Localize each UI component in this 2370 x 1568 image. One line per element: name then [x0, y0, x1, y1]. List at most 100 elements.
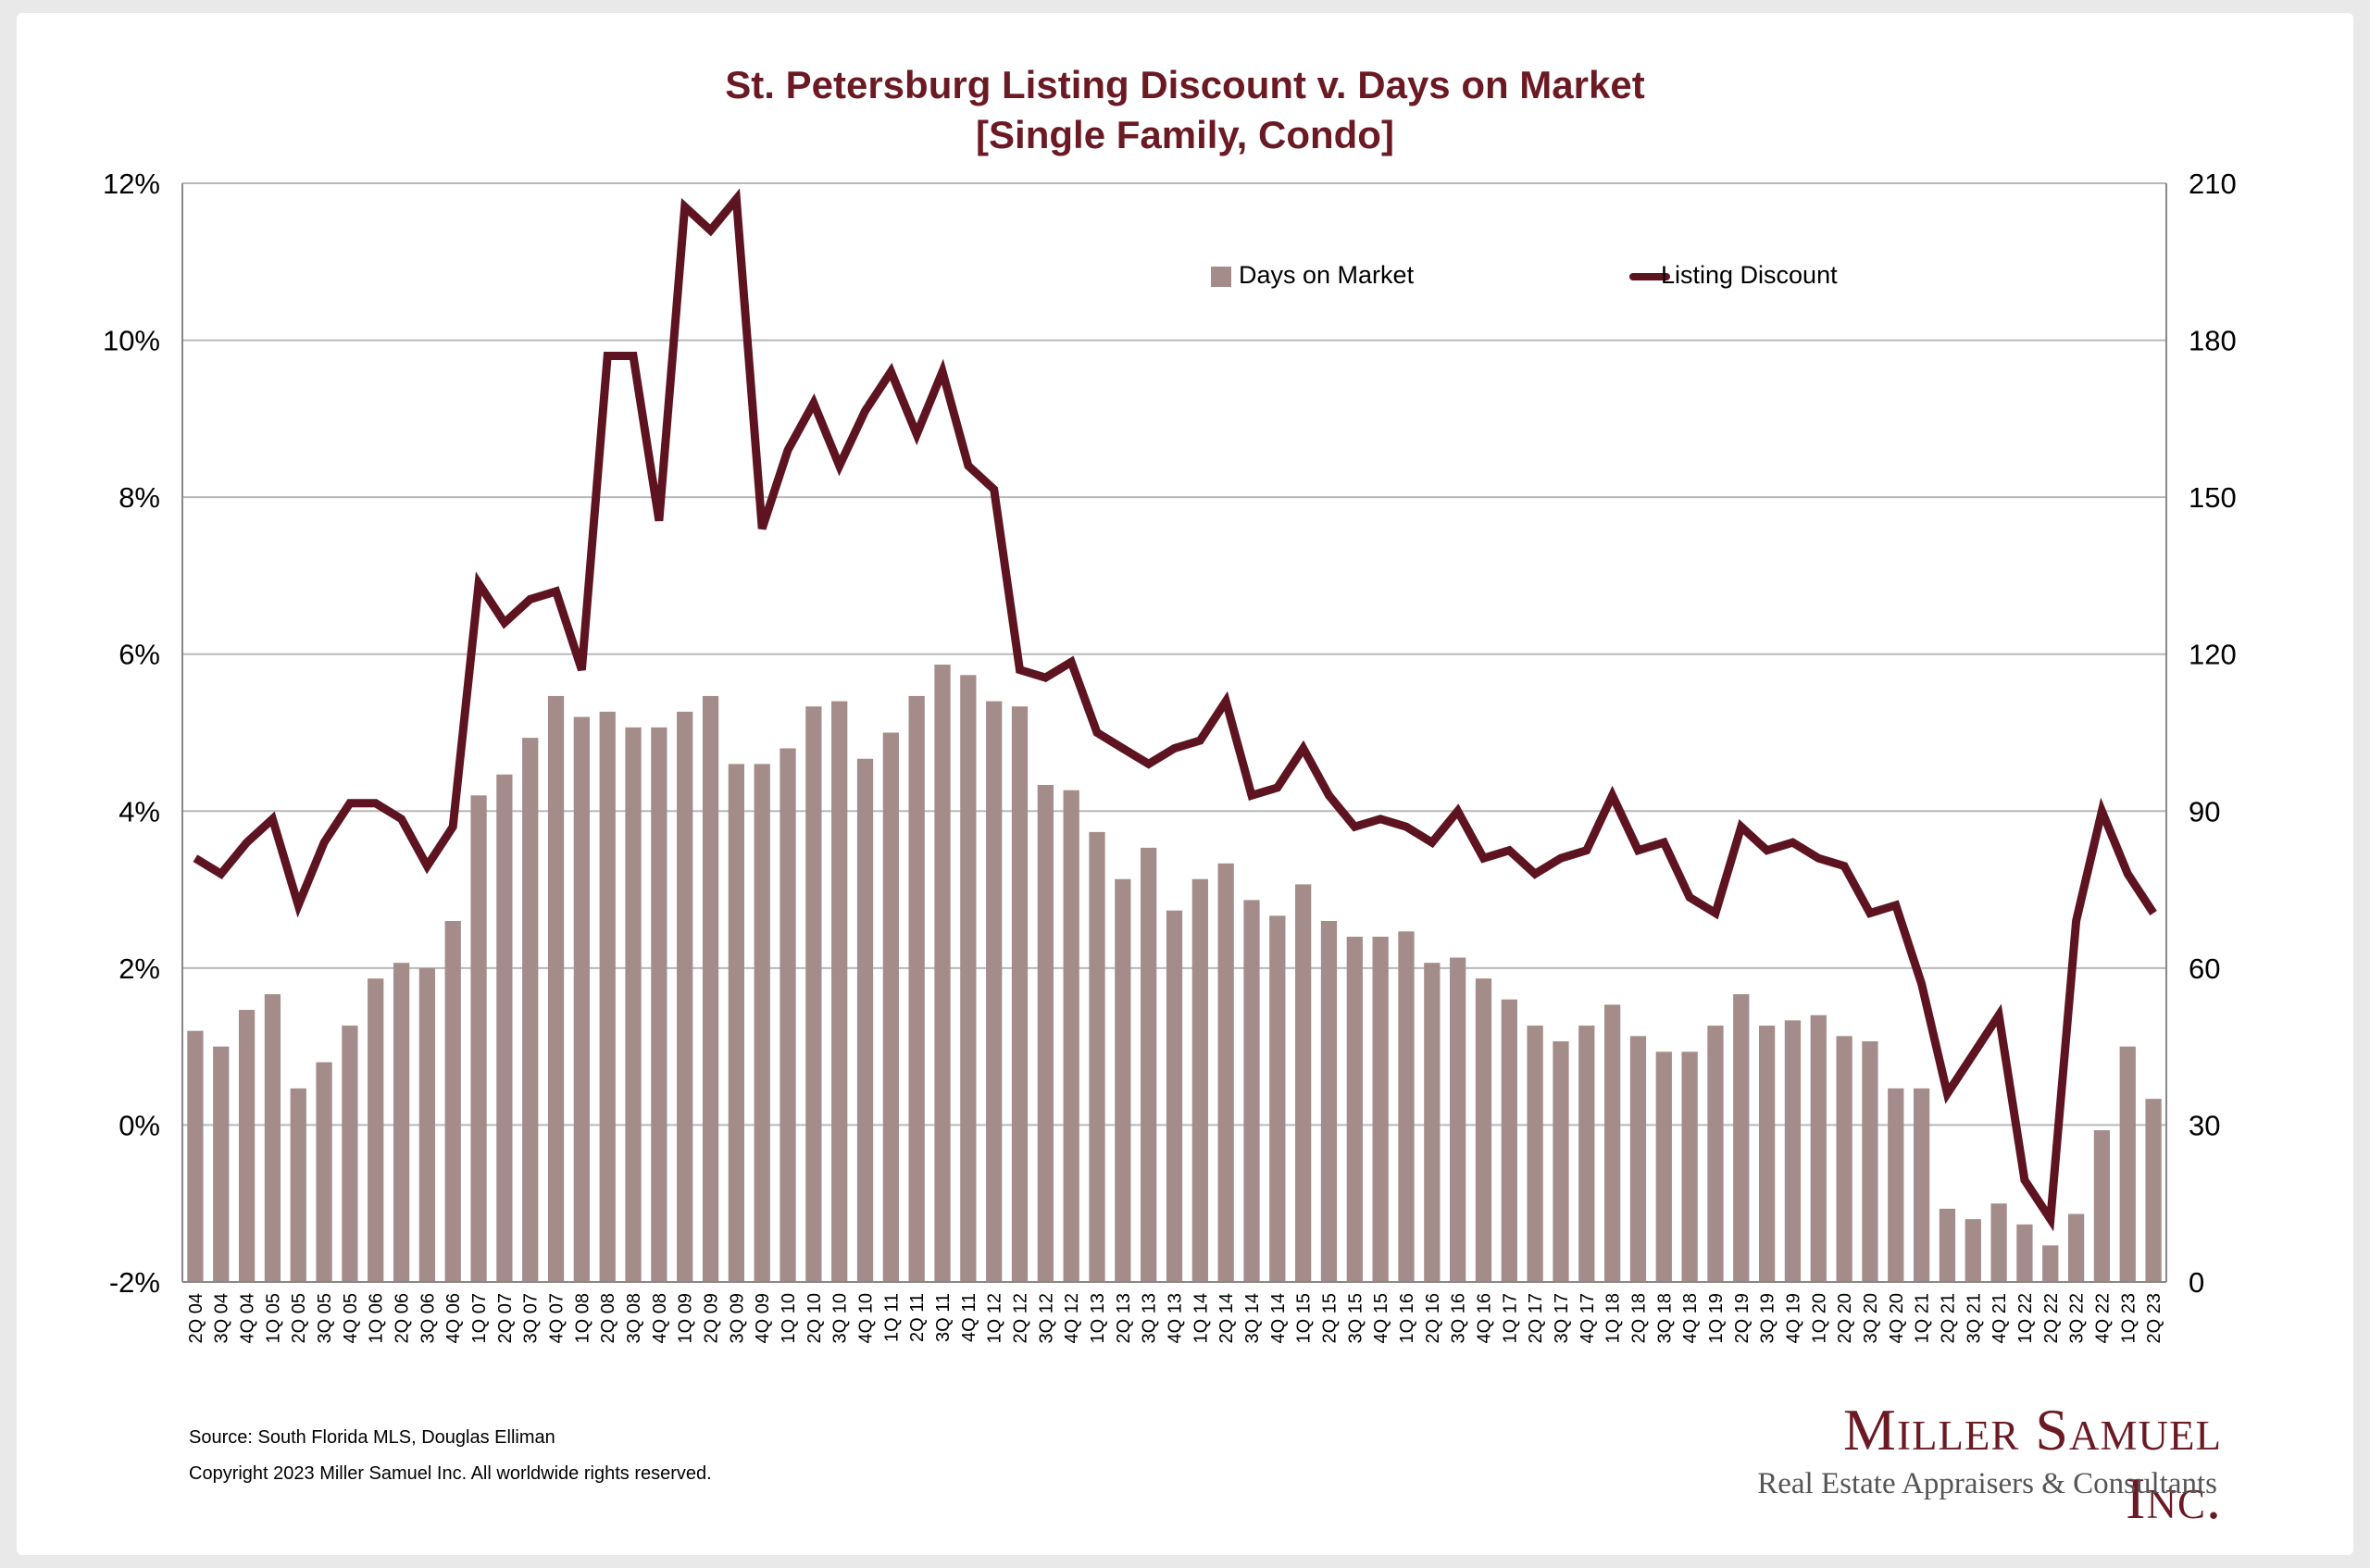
x-tick-label: 3Q 17 [1552, 1293, 1572, 1343]
bar [1115, 878, 1131, 1282]
bar [728, 764, 744, 1282]
x-tick-label: 3Q 20 [1861, 1293, 1881, 1343]
x-tick-label: 2Q 14 [1216, 1293, 1237, 1343]
x-tick-label: 3Q 07 [521, 1293, 542, 1343]
bar [547, 695, 565, 1282]
bar [1191, 878, 1208, 1282]
x-tick-label: 3Q 15 [1345, 1293, 1366, 1343]
bar [1681, 1052, 1698, 1282]
bar [1501, 999, 1517, 1282]
x-tick-label: 1Q 08 [572, 1293, 592, 1343]
x-tick-label: 4Q 10 [856, 1293, 877, 1343]
bar [625, 727, 642, 1282]
x-tick-label: 2Q 09 [702, 1293, 722, 1343]
brand-tagline: Real Estate Appraisers & Consultants [1757, 1467, 2217, 1500]
bar [2042, 1245, 2059, 1282]
left-axis-ticks: -2% 0% 2% 4% 6% 8% 10% 12% [103, 168, 160, 1299]
x-tick-label: 1Q 18 [1603, 1293, 1624, 1343]
bar [856, 758, 874, 1282]
x-tick-label: 3Q 06 [418, 1293, 438, 1343]
bar [1965, 1219, 1981, 1282]
bar [702, 695, 719, 1282]
right-tick-label: 150 [2189, 481, 2237, 514]
bar [1475, 978, 1492, 1282]
bar [522, 738, 539, 1282]
x-tick-label: 1Q 14 [1191, 1293, 1211, 1343]
x-tick-label: 4Q 14 [1268, 1293, 1289, 1343]
x-tick-label: 2Q 22 [2041, 1293, 2062, 1343]
right-axis-ticks: 0 30 60 90 120 150 180 210 [2189, 168, 2237, 1299]
x-tick-label: 1Q 11 [881, 1293, 902, 1342]
bar [573, 716, 591, 1282]
right-tick-label: 0 [2189, 1266, 2204, 1299]
left-tick-label: 0% [118, 1109, 160, 1141]
listing-discount-line [193, 188, 2157, 1232]
bar [651, 727, 667, 1282]
x-tick-label: 4Q 18 [1680, 1293, 1701, 1343]
bar [1217, 863, 1234, 1282]
bar [2145, 1099, 2162, 1282]
listing-discount-series-line [193, 188, 2157, 1232]
left-tick-label: 6% [118, 639, 160, 671]
x-tick-label: 2Q 12 [1011, 1293, 1031, 1343]
bar [1862, 1040, 1878, 1282]
x-tick-label: 1Q 06 [367, 1293, 387, 1343]
right-tick-label: 210 [2189, 168, 2237, 200]
x-tick-label: 1Q 07 [469, 1293, 490, 1343]
bar [1320, 920, 1338, 1282]
right-tick-label: 30 [2189, 1109, 2220, 1141]
x-tick-label: 3Q 21 [1964, 1293, 1984, 1343]
bar [1243, 900, 1260, 1282]
x-tick-label: 2Q 06 [393, 1293, 413, 1343]
bar [1450, 957, 1466, 1282]
x-tick-label: 1Q 15 [1294, 1293, 1315, 1343]
x-tick-label: 2Q 19 [1732, 1293, 1753, 1343]
bar [599, 711, 616, 1282]
x-tick-label: 2Q 10 [805, 1293, 825, 1343]
x-tick-label: 4Q 20 [1887, 1293, 1907, 1343]
chart-subtitle: [Single Family, Condo] [976, 113, 1394, 156]
x-tick-label: 3Q 13 [1140, 1293, 1160, 1343]
left-tick-label: 12% [103, 168, 160, 200]
bar [1913, 1088, 1930, 1282]
x-axis-ticks: 2Q 04 3Q 04 4Q 04 1Q 05 2Q 05 3Q 05 4Q 05 1Q 06… [186, 1293, 2164, 1343]
x-tick-label: 3Q 10 [830, 1293, 851, 1343]
bar [238, 1010, 256, 1282]
bar [290, 1088, 306, 1282]
bar [805, 706, 822, 1282]
bar [316, 1062, 332, 1282]
bar [1655, 1052, 1672, 1282]
bar [470, 795, 487, 1282]
left-tick-label: 4% [118, 795, 160, 828]
chart-card [17, 13, 2353, 1555]
bar [1707, 1026, 1724, 1282]
copyright-note: Copyright 2023 Miller Samuel Inc. All wo… [189, 1463, 712, 1484]
bar [2016, 1224, 2033, 1282]
bar [1784, 1020, 1802, 1282]
left-tick-label: -2% [109, 1266, 160, 1299]
x-tick-label: 1Q 21 [1913, 1293, 1933, 1343]
legend-swatch-line [1629, 273, 1670, 280]
bar [368, 978, 384, 1282]
bar [882, 732, 899, 1282]
x-tick-label: 1Q 16 [1397, 1293, 1417, 1343]
x-tick-label: 3Q 19 [1758, 1293, 1778, 1343]
x-tick-label: 4Q 04 [238, 1293, 258, 1343]
x-tick-label: 3Q 09 [727, 1293, 747, 1343]
x-tick-label: 4Q 17 [1578, 1293, 1598, 1343]
bar [1527, 1026, 1543, 1282]
x-tick-label: 2Q 17 [1526, 1293, 1546, 1343]
bar [986, 701, 1003, 1282]
bar [908, 695, 925, 1282]
right-tick-label: 90 [2189, 795, 2220, 828]
x-tick-label: 4Q 12 [1062, 1293, 1082, 1343]
x-tick-label: 4Q 16 [1475, 1293, 1495, 1343]
left-tick-label: 2% [118, 952, 160, 985]
x-tick-label: 4Q 21 [1990, 1293, 2010, 1343]
bar [496, 774, 513, 1282]
bar [1836, 1036, 1852, 1282]
x-tick-label: 1Q 12 [985, 1293, 1005, 1343]
x-tick-label: 4Q 11 [959, 1293, 979, 1342]
x-tick-label: 2Q 07 [495, 1293, 516, 1343]
